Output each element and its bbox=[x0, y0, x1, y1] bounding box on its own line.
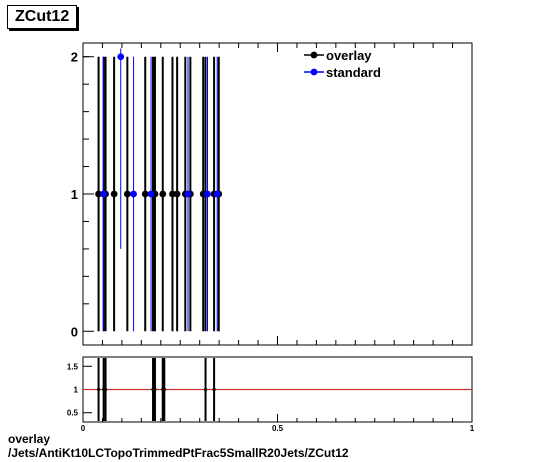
ratio-point bbox=[153, 387, 157, 392]
ratio-x-tick-label: 0 bbox=[81, 424, 86, 433]
ratio-point bbox=[96, 387, 101, 392]
overlay-point bbox=[173, 190, 181, 198]
ratio-y-tick-label: 0.5 bbox=[67, 409, 79, 418]
overlay-point bbox=[141, 190, 149, 198]
ratio-point bbox=[162, 387, 166, 392]
legend-label-standard: standard bbox=[326, 65, 381, 80]
ratio-y-tick-label: 1.5 bbox=[67, 362, 79, 371]
standard-point bbox=[117, 53, 125, 61]
ratio-x-tick-label: 1 bbox=[470, 424, 475, 433]
main-y-tick-label: 0 bbox=[71, 324, 78, 339]
standard-point bbox=[100, 190, 108, 198]
standard-point bbox=[147, 190, 155, 198]
standard-point bbox=[204, 190, 211, 198]
standard-point bbox=[184, 190, 192, 198]
main-y-tick-label: 2 bbox=[71, 50, 78, 65]
legend-marker-overlay bbox=[310, 51, 318, 59]
legend-label-overlay: overlay bbox=[326, 48, 372, 63]
ratio-point bbox=[203, 387, 208, 392]
caption-line-2: /Jets/AntiKt10LCTopoTrimmedPtFrac5SmallR… bbox=[8, 446, 349, 460]
ratio-x-tick-label: 0.5 bbox=[272, 424, 284, 433]
overlay-point bbox=[123, 190, 131, 198]
ratio-y-tick-label: 1 bbox=[74, 386, 79, 395]
main-y-tick-label: 1 bbox=[71, 187, 78, 202]
overlay-point bbox=[110, 190, 118, 198]
standard-point bbox=[213, 190, 221, 198]
ratio-point bbox=[103, 387, 108, 392]
caption-line-1: overlay bbox=[8, 432, 51, 446]
ratio-point bbox=[212, 387, 216, 392]
main-plot-frame bbox=[82, 42, 473, 346]
overlay-point bbox=[159, 190, 167, 198]
standard-point bbox=[130, 190, 137, 198]
histogram-title: ZCut12 bbox=[7, 5, 78, 29]
legend-marker-standard bbox=[310, 68, 318, 76]
overlay-point bbox=[169, 190, 176, 198]
overlay-point bbox=[95, 190, 102, 198]
